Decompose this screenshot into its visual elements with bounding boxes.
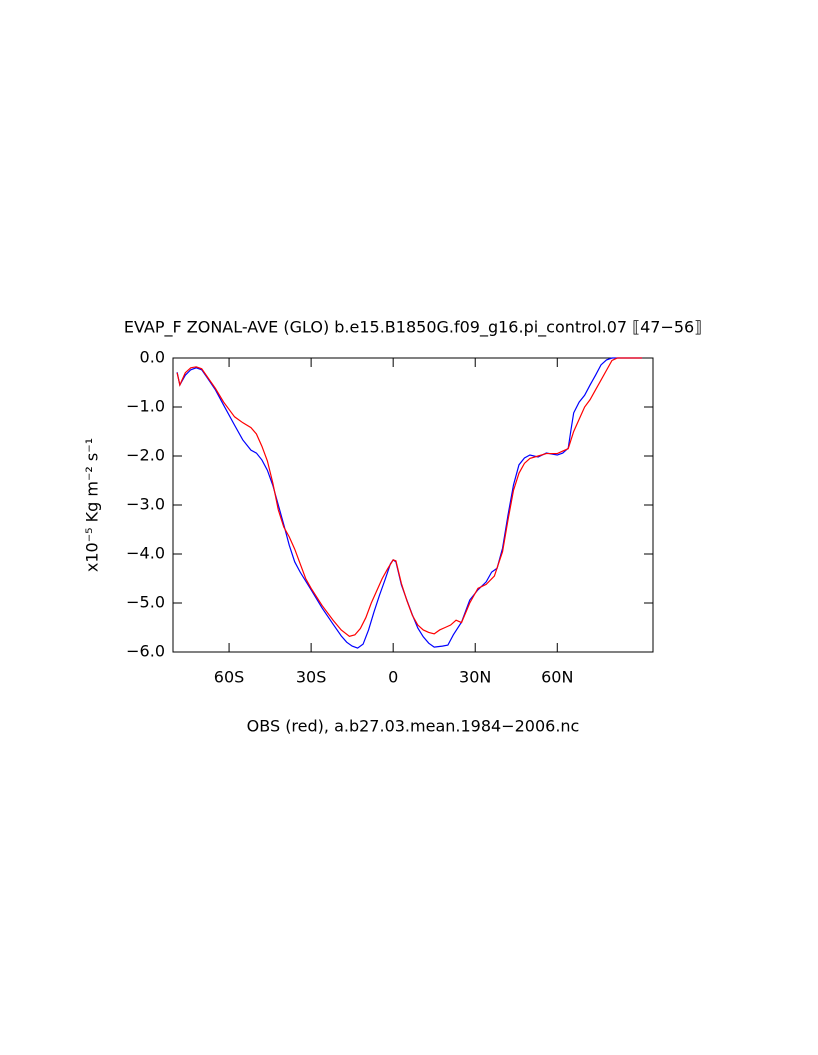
data-line bbox=[176, 357, 643, 637]
y-tick-label: −6.0 bbox=[126, 642, 165, 661]
x-tick-label: 60N bbox=[541, 668, 573, 687]
y-tick-label: −4.0 bbox=[126, 544, 165, 563]
y-axis-label: x10⁻⁵ Kg m⁻² s⁻¹ bbox=[83, 438, 102, 572]
chart-title: EVAP_F ZONAL-AVE (GLO) b.e15.B1850G.f09_… bbox=[124, 318, 702, 338]
x-tick-label: 30N bbox=[459, 668, 491, 687]
y-tick-label: −5.0 bbox=[126, 593, 165, 612]
y-tick-label: −3.0 bbox=[126, 495, 165, 514]
x-axis-label: OBS (red), a.b27.03.mean.1984−2006.nc bbox=[247, 717, 580, 736]
x-tick-label: 30S bbox=[296, 668, 327, 687]
data-line bbox=[176, 357, 643, 649]
y-tick-label: −2.0 bbox=[126, 446, 165, 465]
plot-frame bbox=[172, 357, 654, 653]
y-tick-label: −1.0 bbox=[126, 397, 165, 416]
y-tick-label: 0.0 bbox=[140, 348, 165, 367]
x-tick-label: 60S bbox=[214, 668, 245, 687]
x-tick-label: 0 bbox=[388, 668, 398, 687]
